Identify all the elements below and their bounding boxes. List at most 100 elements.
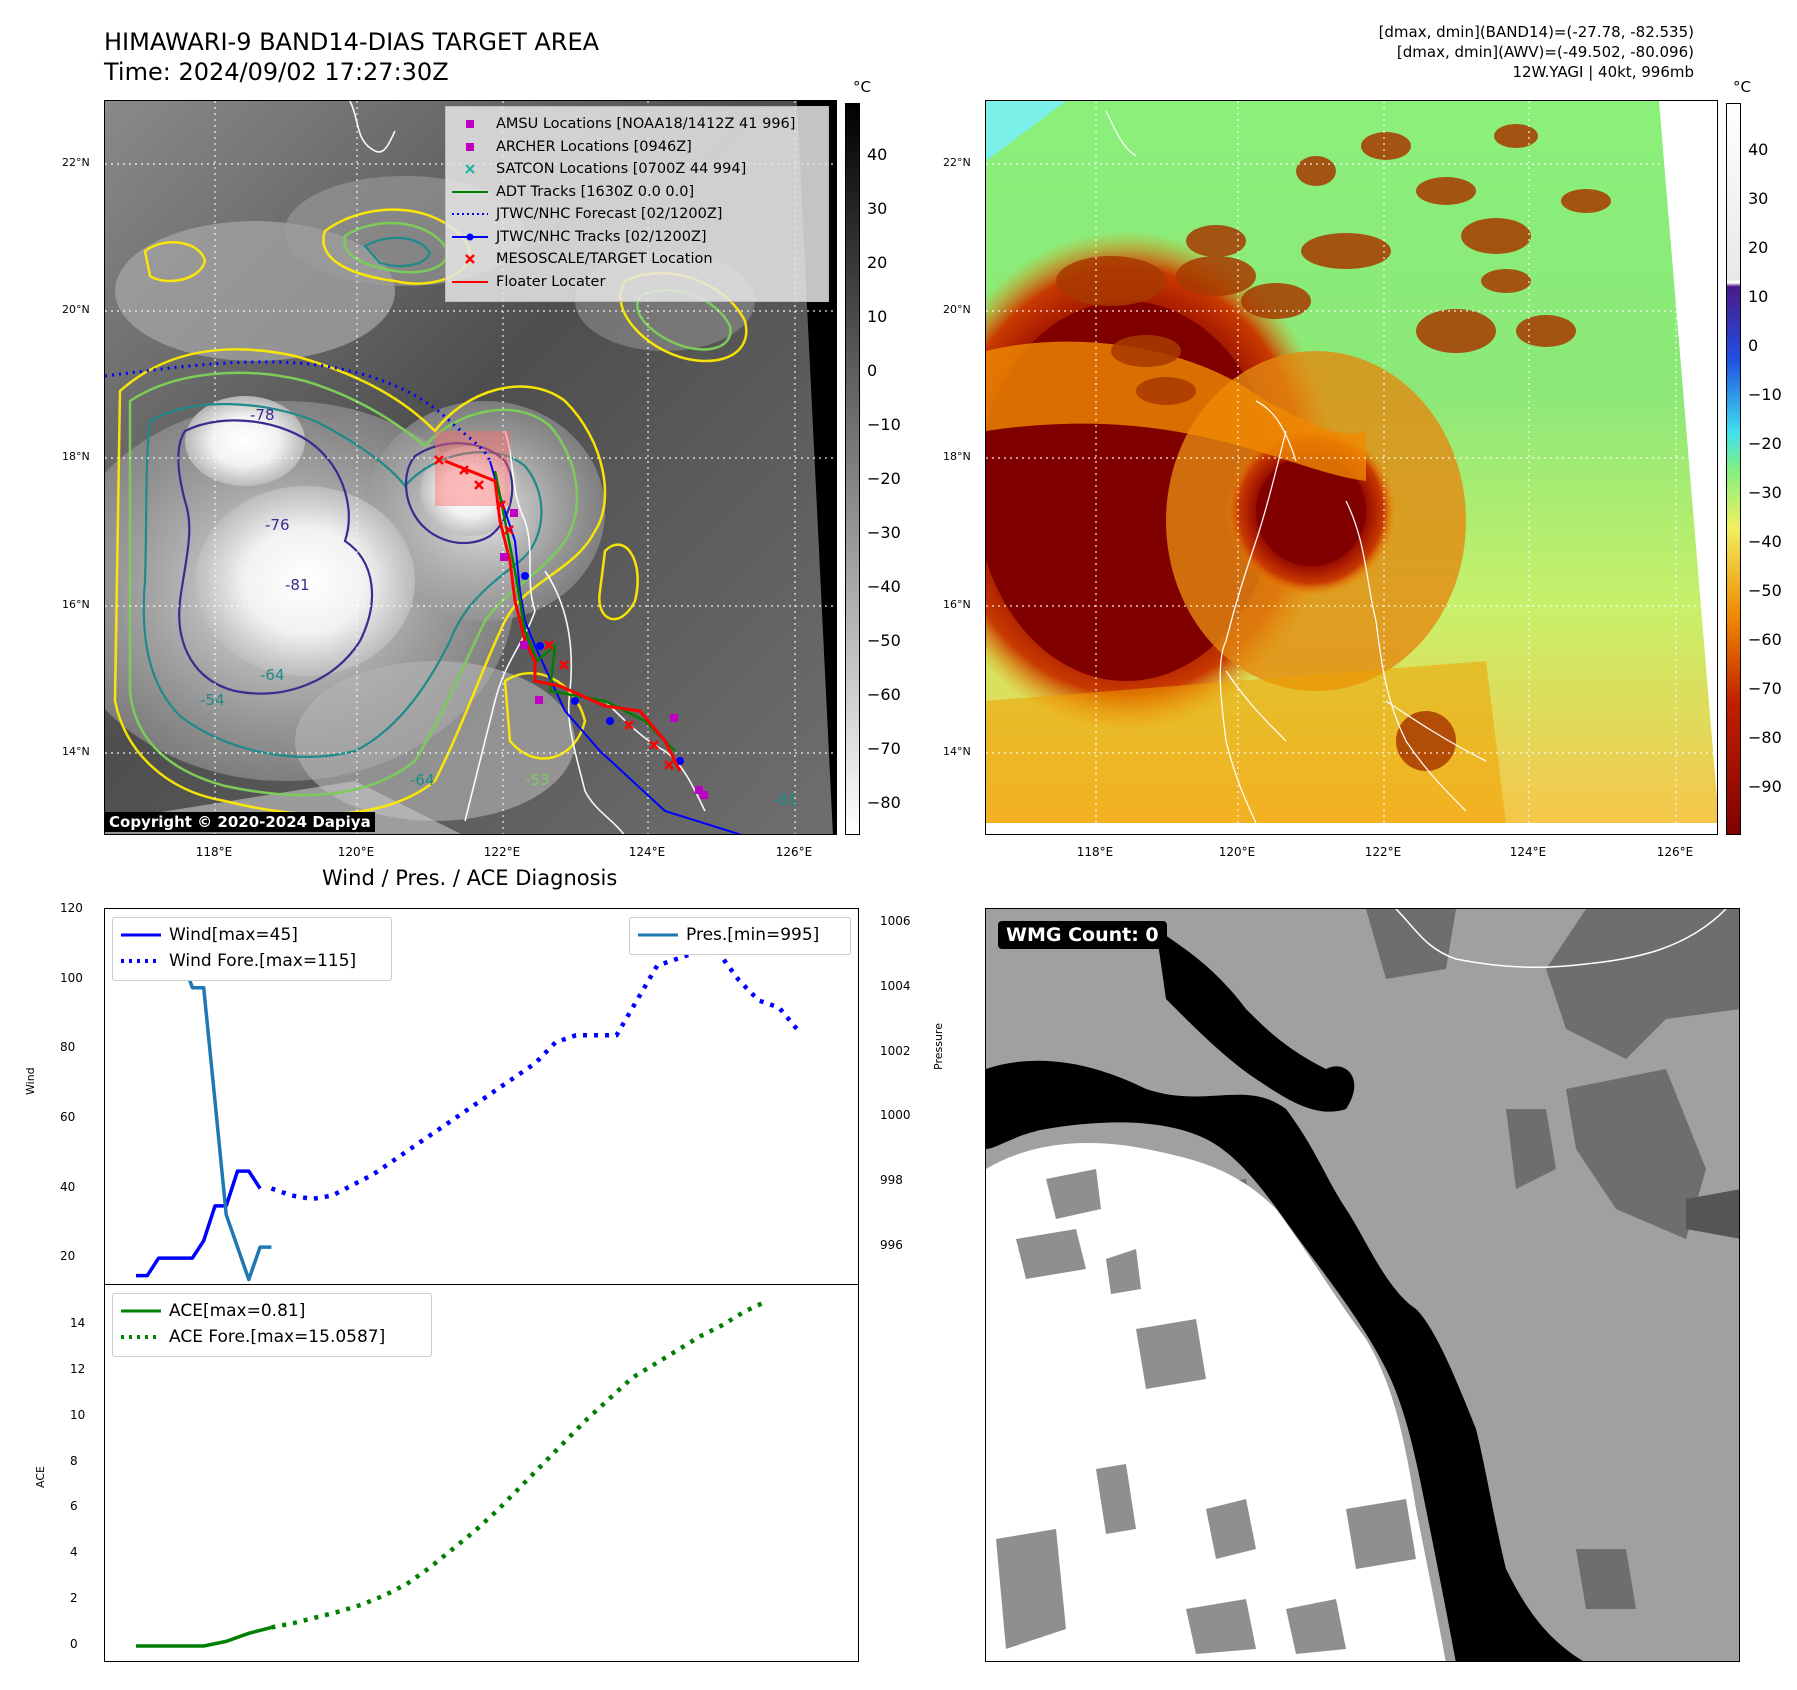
legend-label: SATCON Locations [0700Z 44 994]	[496, 161, 747, 178]
legend-item-amsu: AMSU Locations [NOAA18/1412Z 41 996]	[452, 113, 822, 136]
legend-item-floater: Floater Locater	[452, 271, 822, 294]
ace-chart: ACE[max=0.81] ACE Fore.[max=15.0587]	[104, 1284, 859, 1662]
ace-tick-label: 14	[70, 1315, 86, 1330]
legend-item-pressure: Pres.[min=995]	[638, 922, 842, 948]
legend-label: ADT Tracks [1630Z 0.0 0.0]	[496, 183, 695, 200]
latitude-label: 18°N	[943, 450, 971, 463]
x-marker-icon	[465, 164, 475, 174]
legend-item-ace: ACE[max=0.81]	[121, 1298, 423, 1324]
awv-map-panel	[985, 100, 1718, 835]
wind-tick-label: 120	[60, 901, 83, 915]
awv-colorbar-tick: 0	[1748, 336, 1759, 355]
latitude-label: 18°N	[62, 450, 90, 463]
pressure-axis-label: Pressure	[932, 1023, 945, 1070]
longitude-label: 126°E	[1656, 845, 1694, 859]
wind-tick-label: 20	[60, 1249, 76, 1264]
awv-colorbar-tick: 20	[1748, 238, 1769, 257]
ir-colorbar-tick: 40	[867, 145, 888, 164]
storm-info: 12W.YAGI | 40kt, 996mb	[1512, 63, 1694, 81]
ir-colorbar	[845, 103, 860, 835]
contour-label: -53	[525, 771, 550, 789]
ir-colorbar-tick: −70	[867, 739, 901, 758]
diag-chart-title: Wind / Pres. / ACE Diagnosis	[322, 866, 618, 890]
legend-label: JTWC/NHC Forecast [02/1200Z]	[496, 206, 723, 223]
legend-item-satcon: SATCON Locations [0700Z 44 994]	[452, 158, 822, 181]
ace-tick-label: 8	[70, 1453, 78, 1468]
contour-label: -64	[260, 666, 285, 684]
longitude-label: 118°E	[1076, 845, 1114, 859]
awv-colorbar-tick: 10	[1748, 287, 1769, 306]
contour-label: -81	[773, 791, 798, 809]
longitude-label: 122°E	[483, 845, 521, 859]
legend-item-jtwc-forecast: JTWC/NHC Forecast [02/1200Z]	[452, 203, 822, 226]
x-marker-icon	[465, 254, 475, 265]
ace-axis-label: ACE	[34, 1466, 47, 1488]
legend-label: AMSU Locations [NOAA18/1412Z 41 996]	[496, 116, 796, 133]
latitude-label: 14°N	[62, 745, 90, 758]
pressure-tick-label: 998	[880, 1173, 903, 1188]
awv-colorbar-tick: −80	[1748, 728, 1782, 747]
latitude-label: 20°N	[943, 303, 971, 316]
square-marker-icon	[466, 142, 474, 151]
ir-colorbar-tick: −10	[867, 415, 901, 434]
awv-colorbar-tick: −60	[1748, 630, 1782, 649]
ir-colorbar-tick: −60	[867, 685, 901, 704]
latitude-label: 16°N	[62, 598, 90, 611]
legend-item-adt: ADT Tracks [1630Z 0.0 0.0]	[452, 181, 822, 204]
square-marker-icon	[466, 120, 474, 129]
ace-tick-label: 4	[70, 1545, 78, 1560]
awv-colorbar-tick: 30	[1748, 189, 1769, 208]
line-marker-icon	[452, 190, 488, 193]
dotted-line-icon	[452, 213, 488, 216]
band14-range: [dmax, dmin](BAND14)=(-27.78, -82.535)	[1378, 23, 1694, 41]
legend-label: ACE[max=0.81]	[169, 1301, 306, 1321]
ace-tick-label: 0	[70, 1636, 78, 1651]
dotted-line-icon	[121, 959, 161, 963]
legend-label: Wind[max=45]	[169, 925, 298, 945]
wmg-count-badge: WMG Count: 0	[998, 921, 1167, 949]
contour-label: -78	[250, 406, 275, 424]
figure-time: Time: 2024/09/02 17:27:30Z	[104, 58, 449, 86]
wmg-panel: WMG Count: 0	[985, 908, 1740, 1662]
awv-range: [dmax, dmin](AWV)=(-49.502, -80.096)	[1396, 43, 1694, 61]
wind-series-line	[136, 1169, 262, 1278]
legend-label: JTWC/NHC Tracks [02/1200Z]	[496, 228, 707, 245]
longitude-label: 124°E	[1509, 845, 1547, 859]
longitude-label: 118°E	[195, 845, 233, 859]
figure-title: HIMAWARI-9 BAND14-DIAS TARGET AREA	[104, 28, 600, 56]
ir-colorbar-tick: −50	[867, 631, 901, 650]
ace-tick-label: 2	[70, 1591, 78, 1606]
legend-label: MESOSCALE/TARGET Location	[496, 251, 713, 268]
wind-axis-label: Wind	[24, 1067, 37, 1095]
ir-colorbar-tick: −20	[867, 469, 901, 488]
ace-plot	[136, 1298, 769, 1648]
pressure-tick-label: 1006	[880, 913, 911, 928]
wind-tick-label: 80	[60, 1040, 76, 1055]
ace-legend: ACE[max=0.81] ACE Fore.[max=15.0587]	[112, 1293, 432, 1357]
pressure-tick-label: 1002	[880, 1043, 911, 1058]
ir-colorbar-tick: −40	[867, 577, 901, 596]
copyright-badge: Copyright © 2020-2024 Dapiya	[105, 812, 375, 832]
ir-colorbar-tick: −30	[867, 523, 901, 542]
awv-colorbar-tick: −20	[1748, 434, 1782, 453]
line-marker-icon	[452, 280, 488, 283]
latitude-label: 20°N	[62, 303, 90, 316]
ace-tick-label: 6	[70, 1499, 78, 1514]
solid-line-icon	[121, 1309, 161, 1313]
wind-pressure-chart: Wind[max=45] Wind Fore.[max=115] Pres.[m…	[104, 908, 859, 1286]
awv-map-image	[986, 101, 1717, 834]
ir-map-legend: AMSU Locations [NOAA18/1412Z 41 996] ARC…	[445, 106, 829, 302]
wind-tick-label: 100	[60, 970, 83, 985]
ace-tick-label: 10	[70, 1407, 86, 1422]
line-dot-icon	[452, 233, 488, 241]
latitude-label: 22°N	[62, 156, 90, 169]
solid-line-icon	[121, 933, 161, 937]
dotted-line-icon	[121, 1335, 161, 1339]
pressure-tick-label: 1000	[880, 1108, 911, 1123]
latitude-label: 14°N	[943, 745, 971, 758]
legend-label: ACE Fore.[max=15.0587]	[169, 1327, 386, 1347]
legend-item-jtwc-tracks: JTWC/NHC Tracks [02/1200Z]	[452, 226, 822, 249]
awv-colorbar-tick: −30	[1748, 483, 1782, 502]
contour-label: -81	[285, 576, 310, 594]
longitude-label: 120°E	[1218, 845, 1256, 859]
